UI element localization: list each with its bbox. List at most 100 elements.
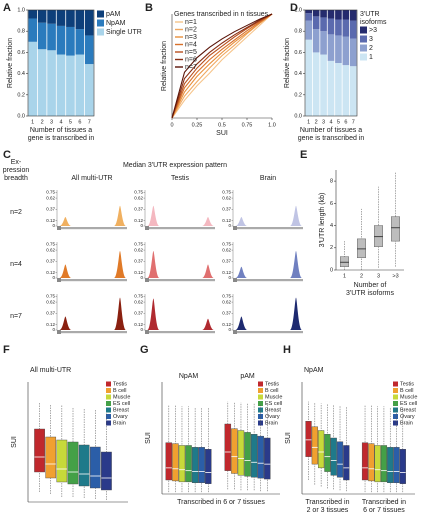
bar-segment	[320, 54, 327, 116]
bar-segment	[349, 10, 357, 21]
legend-swatch	[258, 414, 263, 419]
y-tick-label: 0	[52, 223, 55, 228]
y-tick-label: 0.62	[46, 299, 55, 304]
bar-segment	[47, 50, 56, 116]
peak	[114, 251, 126, 278]
x-tick-label: 2	[315, 119, 318, 125]
gene-bar	[145, 279, 215, 282]
bar-segment	[37, 10, 47, 23]
gene-bar-end	[145, 226, 149, 230]
y-axis-label: SUI	[285, 432, 292, 444]
panel-letter: H	[283, 344, 291, 356]
legend-swatch	[106, 401, 111, 406]
x-tick-label: 7	[352, 119, 355, 125]
legend-label: Brain	[265, 420, 278, 426]
y-tick-label: 0	[52, 275, 55, 280]
y-tick-label: 0.37	[46, 311, 55, 316]
y-tick-label: 0.37	[46, 207, 55, 212]
bar-segment	[84, 10, 94, 36]
legend-title: isoforms	[360, 19, 387, 26]
y-tick-label: 0.0	[17, 113, 25, 119]
line	[171, 13, 273, 119]
box	[380, 445, 388, 483]
y-tick-label: 0.8	[17, 29, 25, 35]
legend-swatch	[258, 394, 263, 400]
legend-label: Testis	[400, 381, 414, 387]
chart-title: All multi-UTR	[30, 367, 71, 374]
box	[178, 445, 186, 483]
box	[374, 225, 383, 247]
bar-segment	[312, 10, 320, 17]
y-tick-label: 0.75	[46, 241, 55, 246]
column-header: Testis	[171, 175, 189, 182]
y-tick-label: 0.75	[222, 189, 231, 194]
bar-segment	[312, 29, 320, 53]
legend-label: n=2	[185, 26, 197, 33]
panel-letter: C	[3, 149, 11, 161]
legend-label: Ovary	[265, 414, 280, 420]
gene-bar-end	[145, 330, 149, 334]
x-tick-label: 6	[344, 119, 347, 125]
peak	[202, 217, 214, 226]
bar-segment	[28, 41, 38, 116]
box	[264, 437, 271, 480]
legend-label: ES cell	[113, 401, 130, 407]
legend-swatch	[258, 388, 263, 393]
bar-segment	[349, 20, 357, 39]
y-tick-label: 0.75	[134, 293, 143, 298]
bar-segment	[320, 10, 327, 18]
box	[34, 428, 45, 473]
bar-segment	[327, 34, 335, 61]
bar-segment	[342, 19, 350, 37]
group-label: 2 or 3 tissues	[307, 507, 349, 514]
y-tick-label: 0	[228, 223, 231, 228]
line	[171, 13, 273, 119]
y-tick-label: 0.62	[134, 299, 143, 304]
x-tick-label: 3	[322, 119, 325, 125]
bar-segment	[56, 25, 66, 55]
box	[336, 441, 344, 478]
box	[224, 423, 232, 471]
bar-segment	[335, 35, 342, 63]
panel-letter: G	[140, 344, 149, 356]
box	[318, 430, 325, 469]
bar-segment	[47, 23, 56, 51]
legend-label: n=3	[185, 34, 197, 41]
peak	[59, 264, 72, 278]
legend-swatch	[106, 394, 111, 400]
row-header: breadth	[4, 175, 28, 182]
legend-label: n=7	[185, 64, 197, 71]
column-header: Brain	[260, 175, 276, 182]
box	[374, 445, 381, 483]
legend-label: ES cell	[400, 401, 417, 407]
legend-label: Muscle	[400, 394, 417, 400]
legend-swatch	[393, 420, 398, 426]
y-tick-label: 8	[330, 179, 333, 185]
gene-bar	[233, 279, 303, 282]
chart-title: Median 3'UTR expression pattern	[123, 162, 227, 169]
legend-label: Brain	[113, 420, 126, 426]
gene-bar	[145, 227, 215, 230]
box	[45, 436, 57, 479]
legend-label: n=6	[185, 56, 197, 63]
x-axis-label: Number of tissues a	[300, 127, 362, 134]
legend-swatch	[393, 381, 398, 387]
legend-swatch	[360, 53, 367, 61]
box	[330, 437, 337, 476]
y-tick-label: 0.12	[46, 270, 55, 275]
bar-segment	[327, 18, 335, 35]
x-tick-label: 6	[78, 119, 81, 125]
bar-segment	[349, 66, 357, 116]
y-axis-label: SUI	[11, 436, 18, 448]
y-tick-label: 1.0	[294, 7, 302, 13]
y-tick-label: 0.75	[134, 241, 143, 246]
y-tick-label: 0.37	[222, 259, 231, 264]
peak	[290, 205, 302, 226]
y-tick-label: 0	[52, 327, 55, 332]
bar-segment	[75, 10, 85, 30]
box	[172, 443, 179, 482]
y-tick-label: 0.12	[46, 322, 55, 327]
bar-segment	[37, 22, 47, 50]
legend-label: Single UTR	[106, 29, 142, 36]
